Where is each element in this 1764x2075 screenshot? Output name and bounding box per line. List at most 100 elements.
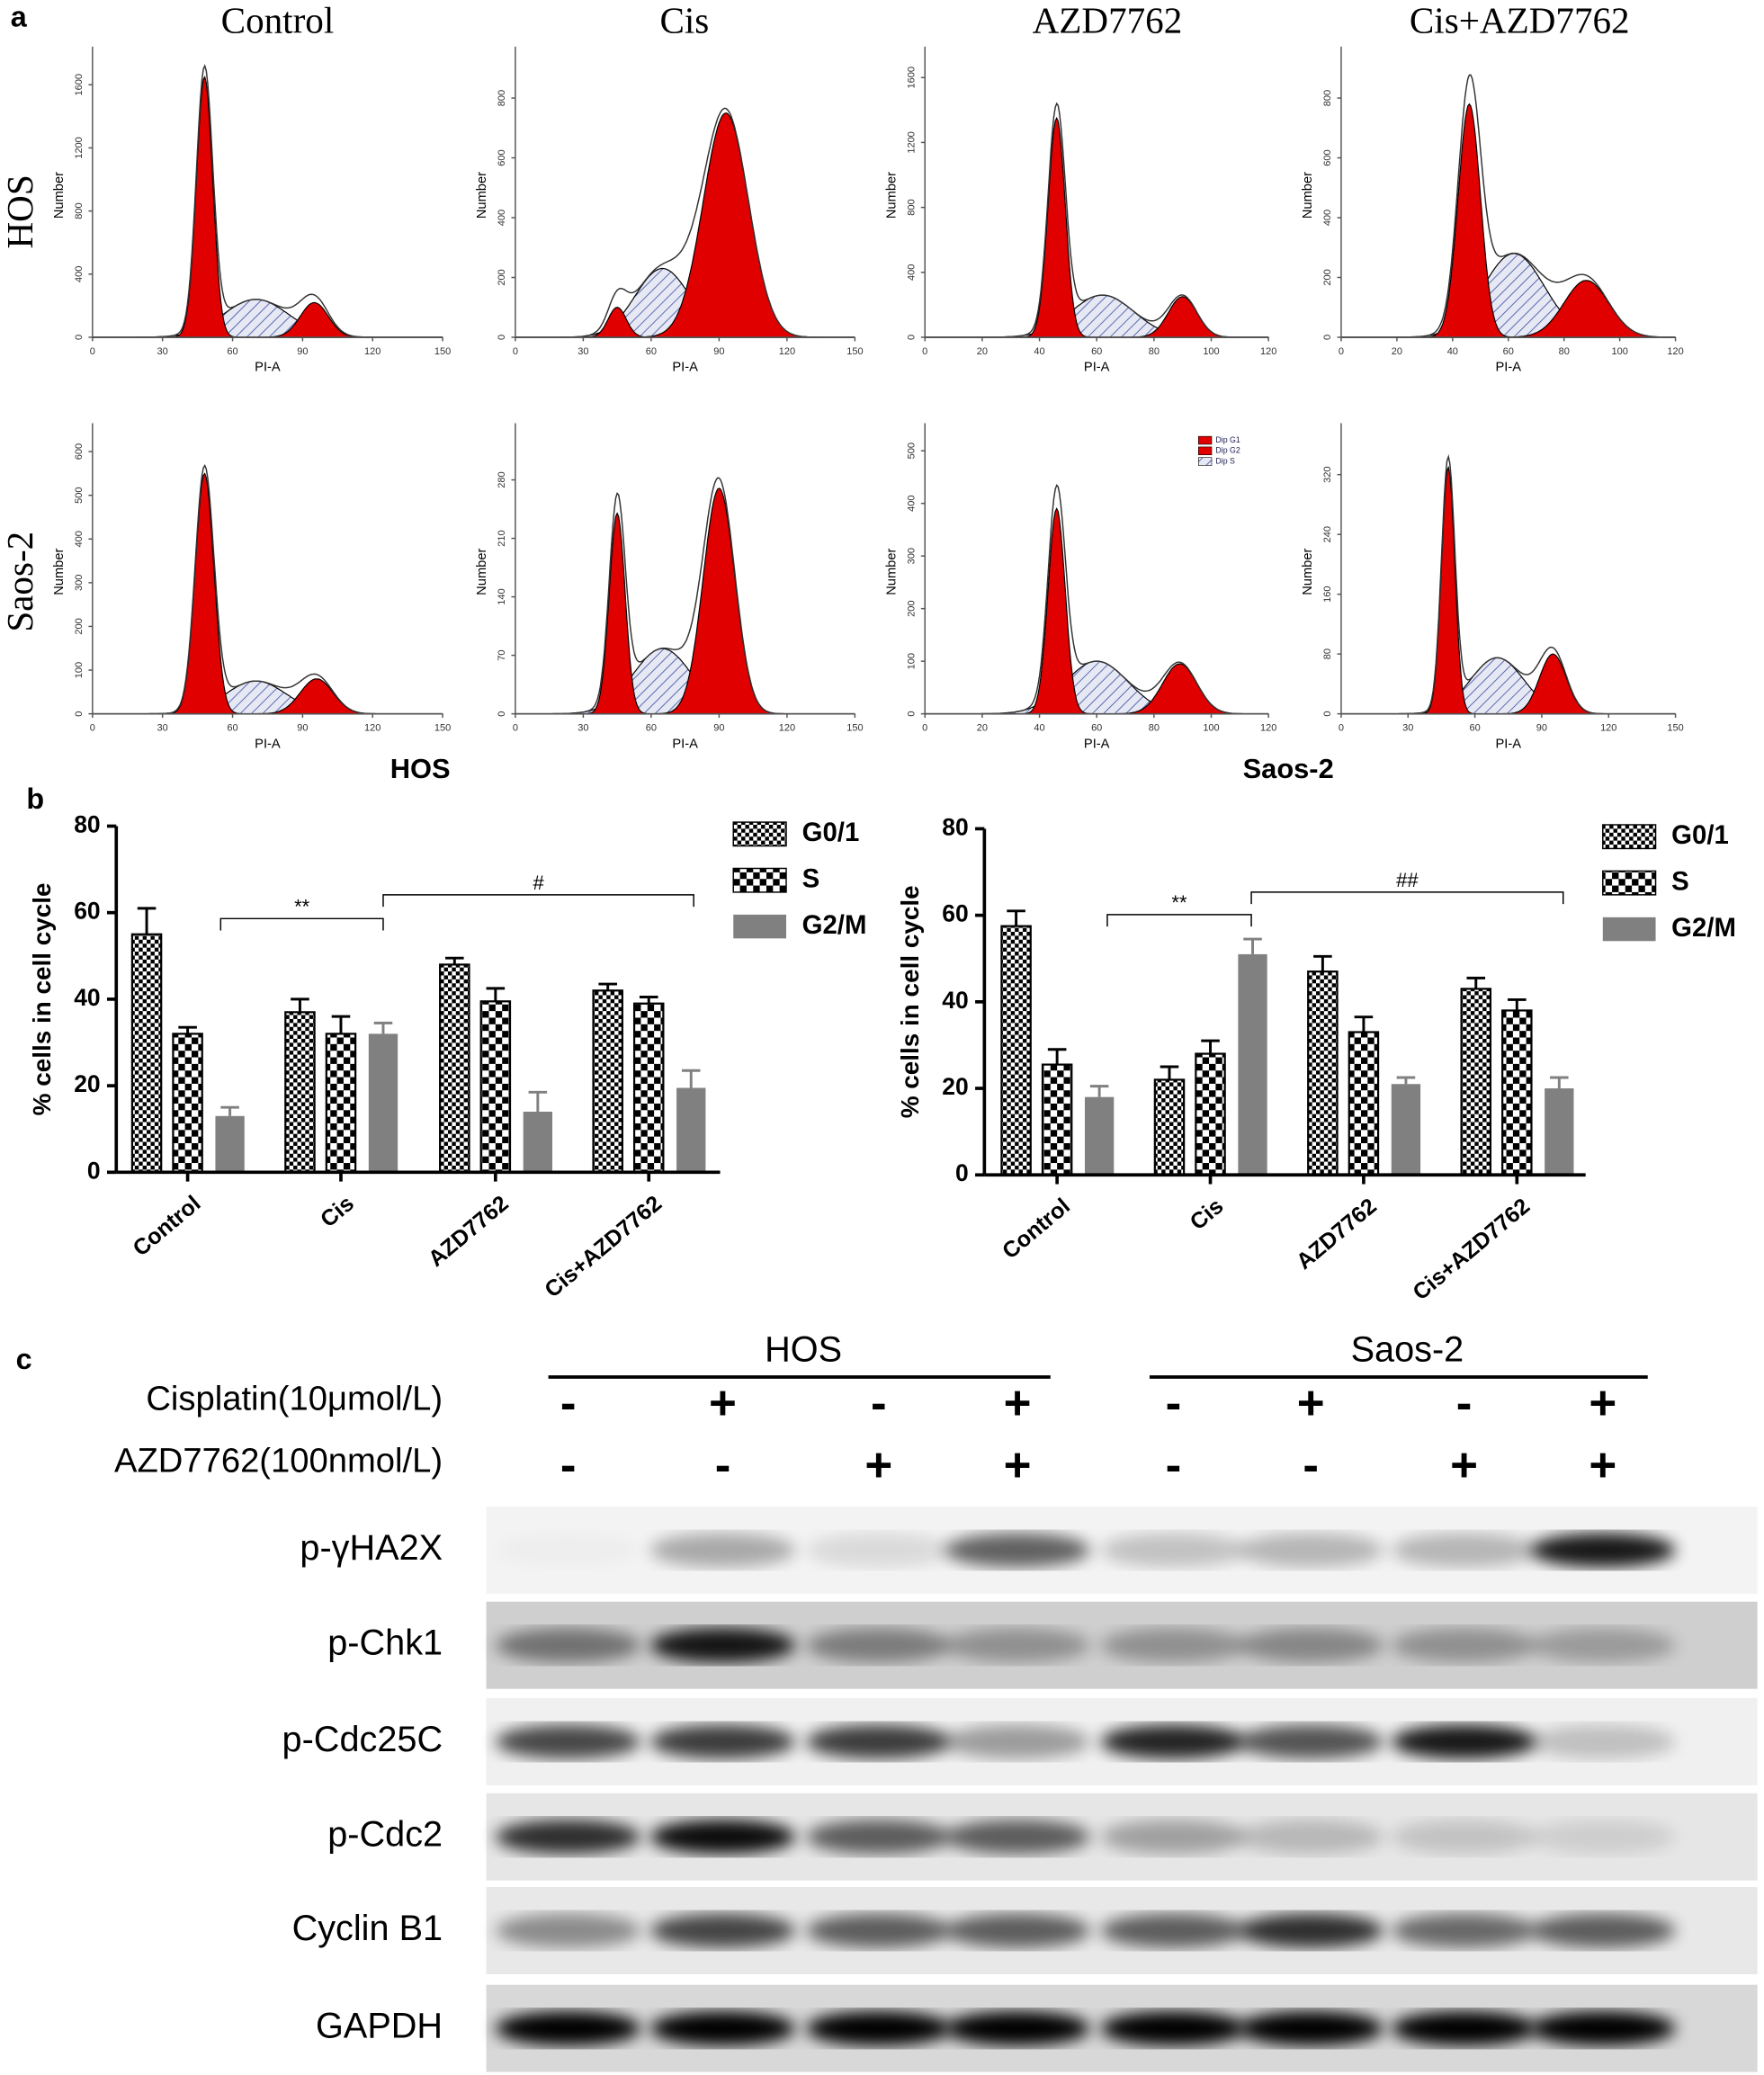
blot-band [495, 1724, 641, 1759]
bar [284, 1011, 316, 1174]
blot-band [806, 1533, 952, 1568]
x-tick-label: 150 [434, 723, 451, 734]
legend-label: S [802, 863, 820, 893]
blot-band [806, 1724, 952, 1759]
blot-band [1530, 1820, 1676, 1855]
blot-band [1530, 1724, 1676, 1759]
y-tick-label: 300 [906, 548, 917, 564]
y-tick-label: 280 [497, 471, 507, 487]
y-tick-label: 500 [74, 487, 85, 504]
treatment-sign: - [1166, 1438, 1182, 1491]
bar [1348, 1031, 1380, 1176]
y-tick-label: 20 [942, 1073, 968, 1100]
treatment-sign: - [1303, 1438, 1319, 1491]
x-tick-label: 20 [1392, 346, 1402, 357]
y-tick-label: 400 [906, 495, 917, 511]
y-tick-label: 200 [497, 269, 507, 285]
treatment-label: AZD7762(100nmol/L) [114, 1442, 443, 1480]
panel-label: b [26, 783, 44, 815]
y-axis-label: Number [884, 549, 899, 595]
y-axis-label: Number [475, 172, 489, 219]
significance-label: ** [294, 895, 310, 917]
legend-label: Dip G2 [1215, 446, 1240, 455]
blot-band [496, 1533, 641, 1567]
y-tick-label: 20 [74, 1070, 100, 1097]
legend-swatch [1198, 446, 1213, 456]
blot-label: p-Cdc2 [327, 1815, 443, 1855]
bar [632, 1002, 665, 1174]
y-tick-label: 400 [1322, 210, 1333, 226]
x-tick-label: AZD7762 [1292, 1194, 1382, 1275]
bar [172, 1033, 203, 1174]
column-title: Cis+AZD7762 [1410, 0, 1630, 40]
y-tick-label: 0 [906, 711, 917, 717]
x-tick-label: 90 [297, 723, 308, 734]
blot-band [1100, 1913, 1247, 1948]
x-tick-label: 90 [713, 346, 724, 357]
treatment-sign: + [1589, 1376, 1616, 1429]
x-tick-label: 100 [1203, 723, 1219, 734]
y-tick-label: 80 [1322, 648, 1333, 659]
legend-swatch [732, 867, 787, 893]
bar [1391, 1084, 1421, 1176]
y-tick-label: 0 [906, 335, 917, 340]
x-tick-label: 100 [1611, 346, 1627, 357]
y-tick-label: 800 [497, 90, 507, 106]
y-tick-label: 60 [942, 900, 968, 927]
blot-band [945, 2011, 1090, 2046]
blot-band [945, 1820, 1090, 1855]
treatment-sign: + [1589, 1438, 1616, 1491]
x-axis-label: PI-A [1495, 361, 1521, 375]
y-tick-label: 1600 [906, 67, 917, 88]
legend-swatch [1602, 917, 1656, 942]
x-tick-label: 0 [90, 723, 95, 734]
peak-g2 [515, 112, 855, 338]
blot-band [649, 1628, 796, 1663]
x-tick-label: 60 [1091, 346, 1102, 357]
treatment-sign: - [560, 1376, 577, 1429]
treatment-sign: + [709, 1376, 737, 1429]
y-tick-label: 0 [497, 711, 507, 717]
x-tick-label: 0 [922, 723, 927, 734]
y-tick-label: 210 [497, 530, 507, 546]
x-tick-label: 120 [364, 346, 381, 357]
x-tick-label: 60 [1503, 346, 1514, 357]
blot-band [1100, 1628, 1247, 1663]
y-tick-label: 0 [74, 711, 85, 717]
blot-band [945, 1913, 1090, 1948]
legend-swatch [733, 914, 787, 939]
blot-band [495, 1913, 641, 1948]
y-tick-label: 60 [74, 898, 100, 925]
blot-band [1238, 1628, 1383, 1663]
bar [676, 1087, 706, 1173]
y-axis-label: Number [52, 172, 67, 219]
y-tick-label: 400 [497, 210, 507, 226]
y-tick-label: 200 [906, 600, 917, 616]
treatment-sign: + [1450, 1438, 1478, 1491]
y-axis-label: Number [1301, 172, 1315, 219]
y-tick-label: 40 [942, 987, 968, 1014]
x-tick-label: 30 [578, 723, 588, 734]
y-tick-label: 320 [1322, 466, 1333, 482]
x-tick-label: Control [998, 1194, 1075, 1265]
y-tick-label: 40 [74, 984, 100, 1011]
bar [1195, 1052, 1226, 1176]
x-tick-label: 0 [513, 346, 518, 357]
legend-label: S [1671, 866, 1689, 896]
blot-band [1238, 1533, 1383, 1568]
x-tick-label: 60 [646, 723, 657, 734]
y-axis-label: Number [52, 549, 67, 595]
chart-title: HOS [390, 753, 451, 784]
y-tick-label: 600 [497, 149, 507, 165]
row-label: Saos-2 [0, 532, 40, 632]
x-tick-label: Cis [316, 1191, 359, 1232]
bar [479, 1000, 512, 1174]
column-title: Cis [659, 0, 709, 40]
significance-bracket [219, 917, 384, 931]
x-tick-label: 60 [1091, 723, 1102, 734]
treatment-sign: - [715, 1438, 731, 1491]
column-title: AZD7762 [1033, 0, 1183, 40]
y-tick-label: 70 [497, 649, 507, 660]
y-tick-label: 500 [906, 443, 917, 459]
legend-label: Dip G1 [1215, 435, 1240, 444]
